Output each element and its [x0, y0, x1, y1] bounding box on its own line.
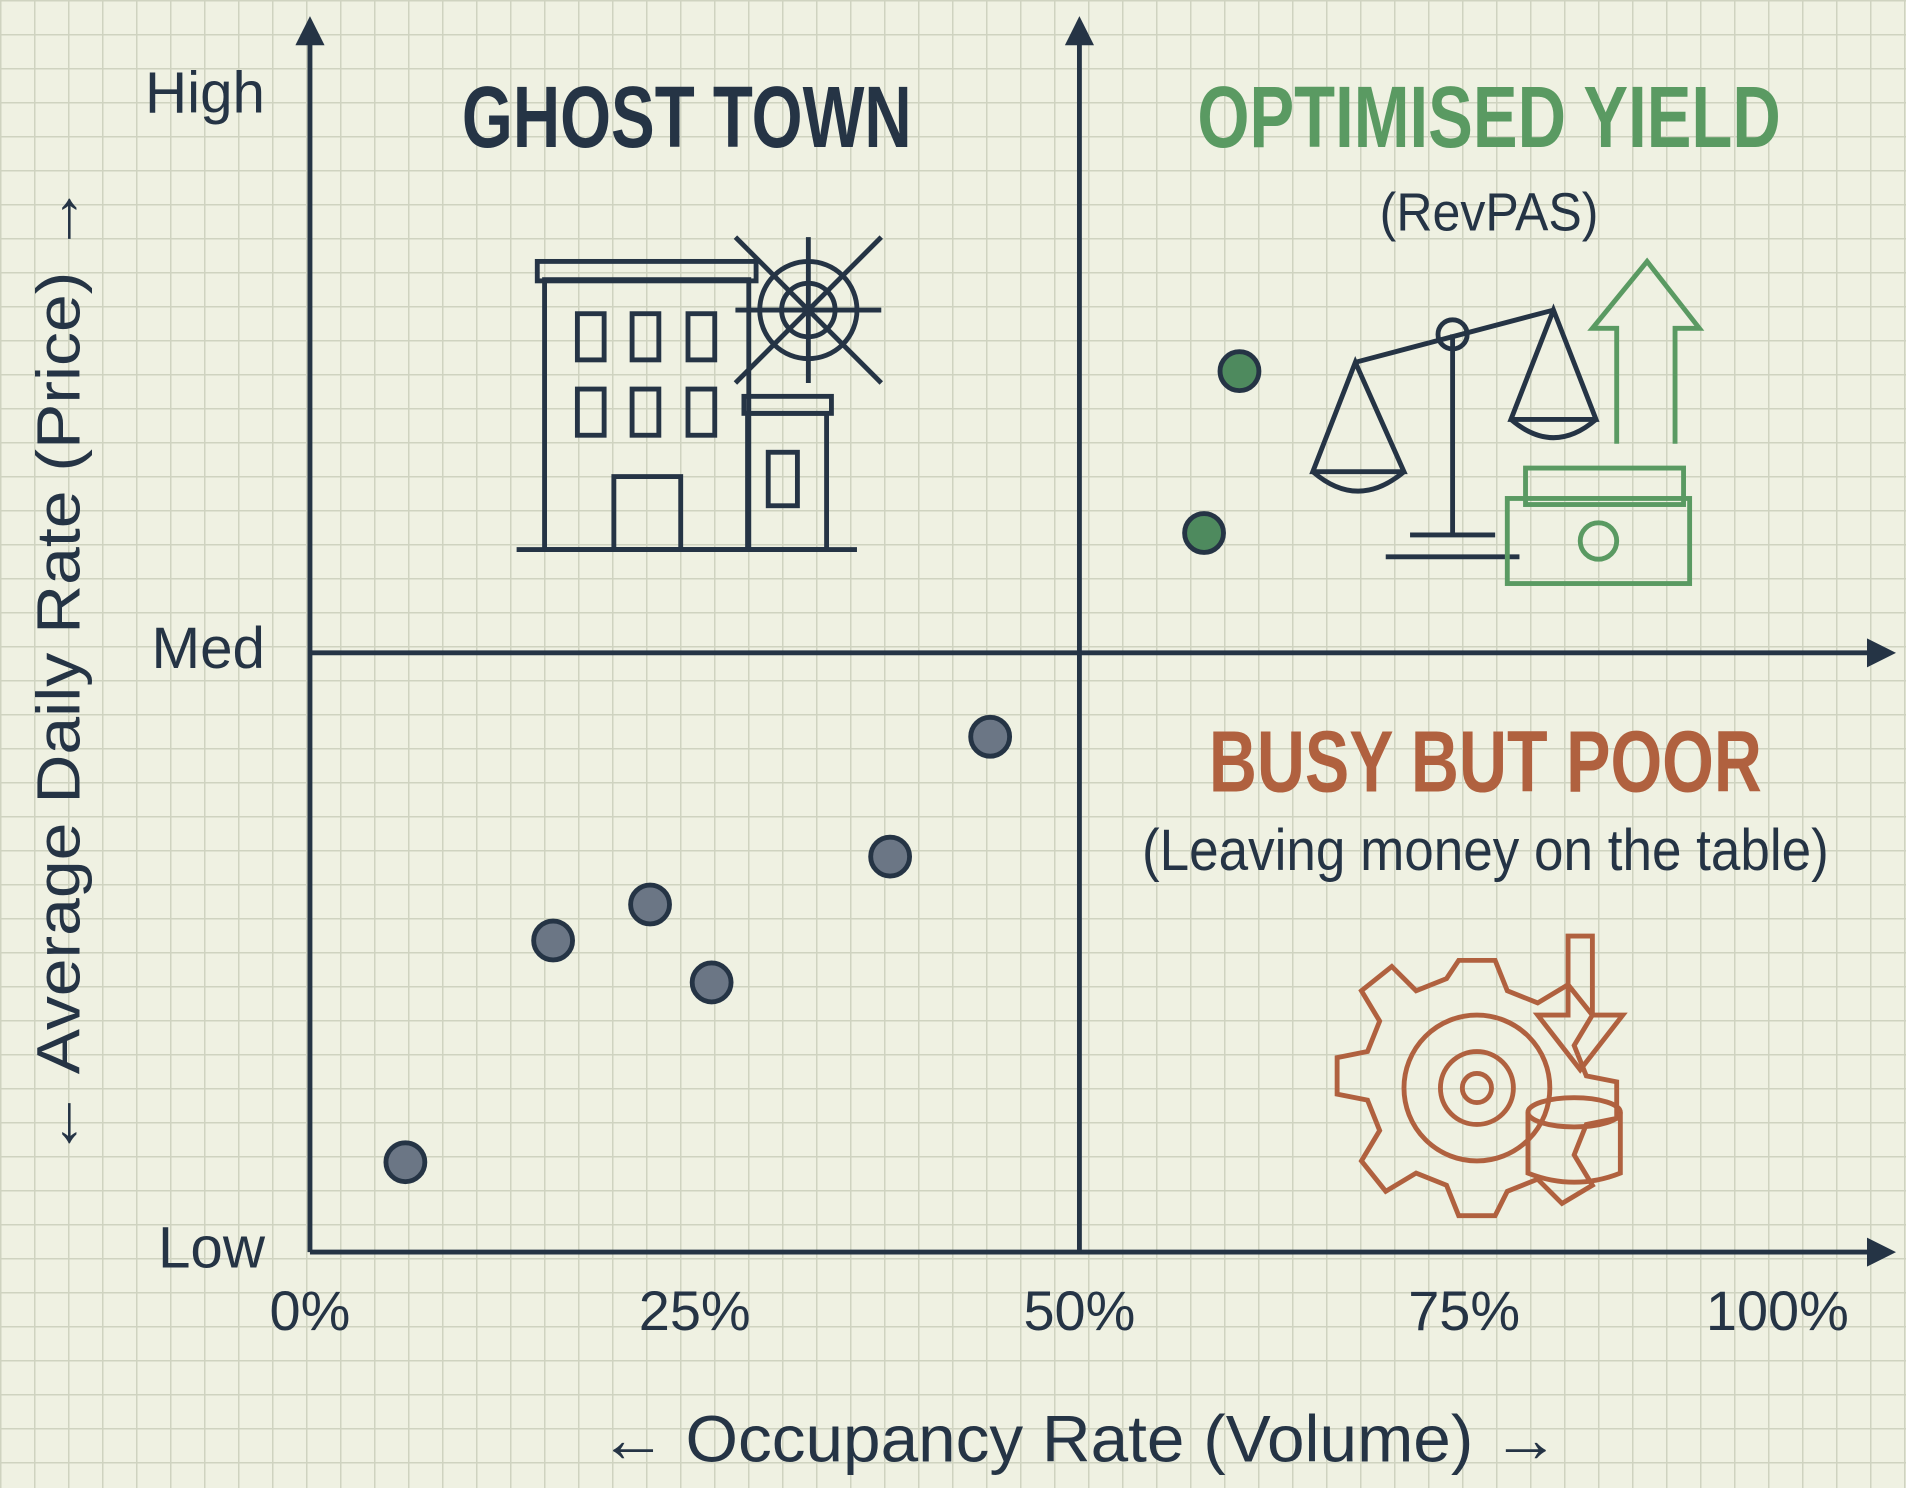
x-axis-label: ← Occupancy Rate (Volume) →	[599, 1403, 1559, 1476]
data-point	[531, 918, 575, 963]
quadrant-title: BUSY BUT POOR	[1209, 712, 1762, 810]
data-point	[968, 714, 1013, 759]
y-tick-label: High	[145, 61, 265, 126]
data-point	[1217, 349, 1262, 394]
quadrant-title: GHOST TOWN	[462, 68, 912, 166]
busy-but-poor-icon	[1334, 933, 1628, 1219]
y-tick-label: Low	[158, 1216, 266, 1281]
data-point	[1182, 511, 1226, 555]
quadrant-title: OPTIMISED YIELD	[1197, 68, 1780, 166]
x-tick-label: 50%	[1023, 1279, 1135, 1342]
x-tick-label: 100%	[1706, 1279, 1849, 1342]
ghost-town-icon	[516, 235, 884, 552]
data-point	[868, 834, 913, 879]
data-point	[383, 1140, 428, 1185]
x-tick-label: 25%	[639, 1279, 751, 1342]
optimised-yield-icon	[1309, 257, 1705, 586]
quadrant-subtitle: (RevPAS)	[1380, 184, 1599, 243]
data-point	[628, 882, 672, 927]
quadrant-subtitle: (Leaving money on the table)	[1142, 818, 1829, 883]
data-point	[689, 960, 734, 1005]
y-axis-label: ← Average Daily Rate (Price) →	[24, 185, 92, 1157]
y-tick-label: Med	[152, 616, 265, 681]
x-tick-label: 75%	[1408, 1279, 1520, 1342]
x-tick-label: 0%	[270, 1279, 351, 1342]
